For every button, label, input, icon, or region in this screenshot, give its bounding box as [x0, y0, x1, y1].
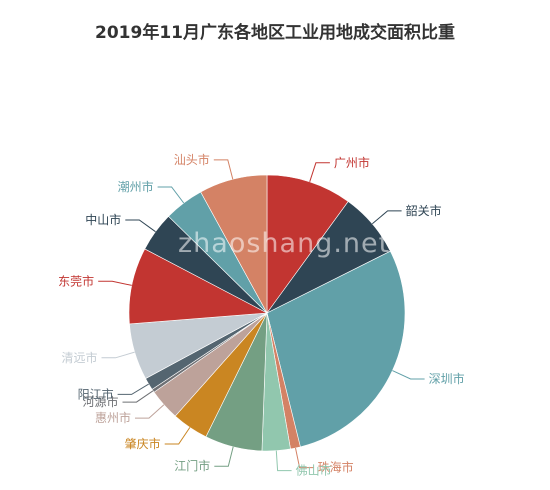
leader-line-2: [392, 370, 425, 380]
leader-line-10: [101, 351, 135, 359]
chart-title: 2019年11月广东各地区工业用地成交面积比重: [95, 23, 455, 43]
leader-line-1: [371, 210, 402, 225]
leader-line-8: [122, 390, 154, 403]
slice-label-7: 惠州市: [95, 410, 131, 425]
leader-line-13: [157, 186, 185, 204]
leader-line-11: [98, 280, 132, 286]
slice-label-9: 阳江市: [78, 386, 114, 401]
slice-label-5: 江门市: [174, 458, 210, 473]
slice-label-11: 东莞市: [58, 273, 94, 288]
leader-line-12: [125, 219, 156, 233]
slice-label-14: 汕头市: [174, 152, 210, 167]
slice-label-4: 佛山市: [296, 463, 332, 478]
leader-line-5: [214, 446, 234, 467]
slice-label-10: 清远市: [61, 350, 97, 365]
slice-label-13: 潮州市: [118, 179, 154, 194]
leader-line-0: [309, 162, 330, 182]
leader-line-14: [213, 159, 234, 180]
leader-line-9: [117, 383, 149, 395]
pie-slice-0: [266, 174, 349, 314]
slice-label-3: 珠海市: [318, 460, 354, 475]
pie-slice-14: [200, 174, 268, 314]
slice-label-6: 肇庆市: [125, 436, 161, 451]
leader-line-7: [135, 404, 165, 419]
label-leader-lines: [98, 159, 425, 472]
slice-label-12: 中山市: [85, 212, 121, 227]
leader-line-3: [295, 447, 314, 469]
slice-label-0: 广州市: [334, 155, 370, 170]
watermark-text: zhaoshang.net: [178, 228, 391, 259]
slice-label-1: 韶关市: [406, 203, 442, 218]
slice-label-8: 河源市: [82, 394, 118, 409]
slice-label-2: 深圳市: [429, 371, 465, 386]
leader-line-6: [164, 427, 191, 445]
leader-line-4: [275, 450, 292, 472]
pie-slices: [128, 174, 406, 452]
